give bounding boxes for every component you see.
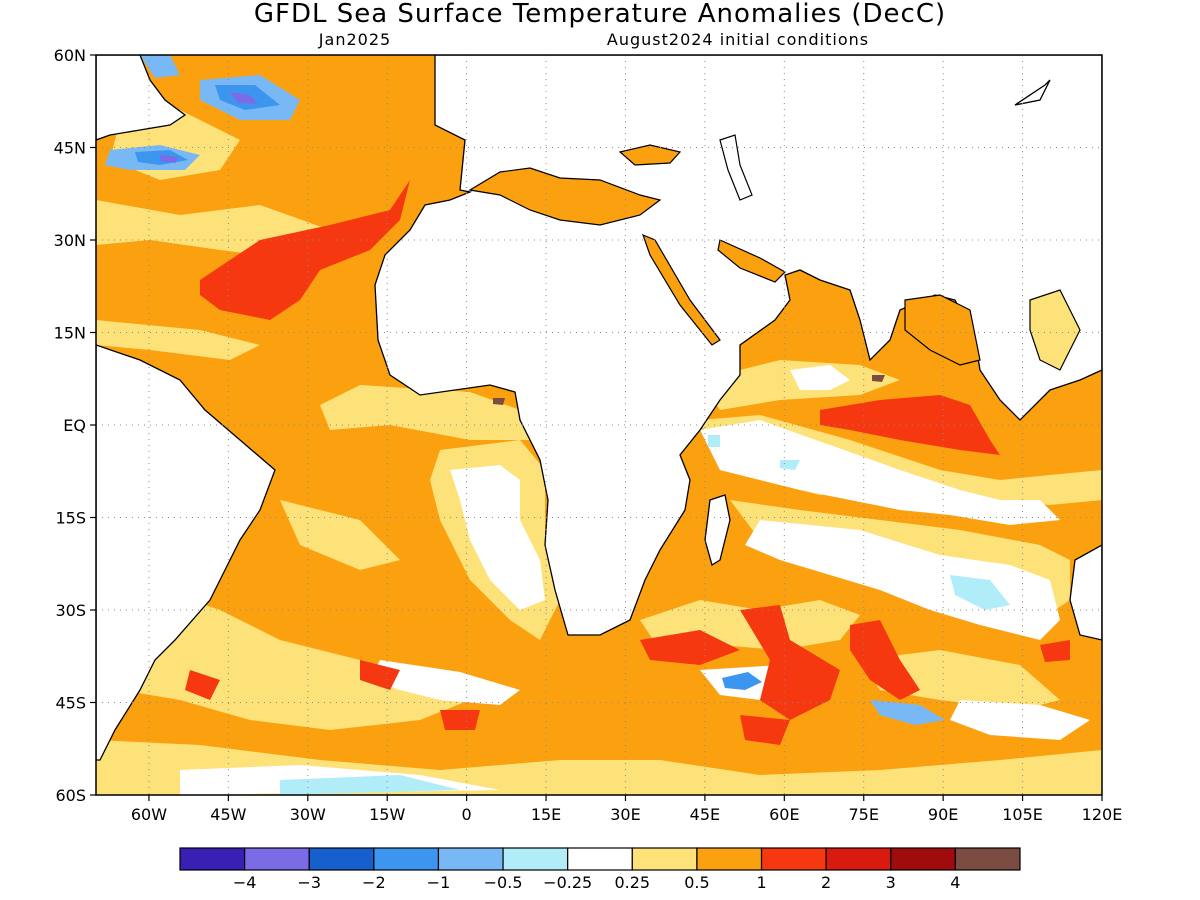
colorbar-label: 2 bbox=[821, 873, 831, 892]
colorbar-swatch bbox=[567, 847, 633, 871]
forecast-month-label: Jan2025 bbox=[318, 30, 391, 49]
initial-conditions-label: August2024 initial conditions bbox=[607, 30, 869, 49]
map-area bbox=[96, 55, 1102, 795]
lon-tick-label: 0 bbox=[462, 805, 472, 824]
colorbar-swatch bbox=[437, 847, 504, 871]
colorbar-label: 4 bbox=[950, 873, 960, 892]
lon-tick-label: 15W bbox=[369, 805, 405, 824]
colorbar-swatch bbox=[825, 847, 892, 871]
map-title: GFDL Sea Surface Temperature Anomalies (… bbox=[254, 0, 946, 29]
madagascar-land bbox=[704, 494, 731, 567]
lon-tick-label: 60W bbox=[131, 805, 167, 824]
colorbar-swatch bbox=[373, 847, 440, 871]
lat-tick-label: 30S bbox=[55, 601, 86, 620]
black-sea bbox=[618, 144, 682, 166]
colorbar-label: −0.5 bbox=[484, 873, 523, 892]
lat-tick-label: 15N bbox=[54, 324, 86, 343]
bay-of-bengal bbox=[904, 294, 981, 366]
australia-land bbox=[1069, 544, 1102, 641]
colorbar-label: −0.25 bbox=[543, 873, 592, 892]
lat-tick-label: 60N bbox=[54, 46, 86, 65]
lon-tick-label: 30W bbox=[290, 805, 326, 824]
colorbar-label: 1 bbox=[756, 873, 766, 892]
caspian-sea bbox=[719, 134, 753, 201]
lon-tick-label: 90E bbox=[928, 805, 958, 824]
colorbar-swatch bbox=[179, 847, 246, 871]
lat-tick-label: 45S bbox=[55, 694, 86, 713]
lat-tick-label: 60S bbox=[55, 786, 86, 805]
colorbar-swatch bbox=[760, 847, 827, 871]
lon-tick-label: 105E bbox=[1002, 805, 1043, 824]
lat-tick-label: 30N bbox=[54, 231, 86, 250]
south-america-land bbox=[96, 344, 276, 761]
colorbar-swatch bbox=[954, 847, 1021, 871]
colorbar-label: 0.5 bbox=[684, 873, 709, 892]
longitude-axis: 60W 45W 30W 15W 0 15E 30E 45E 60E 75E 90E 105E 120E bbox=[131, 795, 1122, 824]
mediterranean-sea bbox=[468, 167, 662, 226]
colorbar: −4 −3 −2 −1 −0.5 −0.25 0.25 0.5 1 2 3 4 bbox=[179, 847, 1021, 892]
inland-seas bbox=[468, 134, 1081, 371]
colorbar-swatch bbox=[308, 847, 375, 871]
lon-tick-label: 30E bbox=[610, 805, 640, 824]
latitude-axis: 60N 45N 30N 15N EQ 15S 30S 45S 60S bbox=[54, 46, 96, 805]
colorbar-swatch bbox=[890, 847, 956, 871]
colorbar-label: −3 bbox=[297, 873, 321, 892]
anomaly-fill bbox=[96, 55, 1102, 795]
red-sea bbox=[641, 233, 721, 346]
south-china-sea bbox=[1029, 289, 1081, 371]
greenland-land bbox=[1014, 79, 1051, 106]
lon-tick-label: 45E bbox=[690, 805, 720, 824]
lon-tick-label: 15E bbox=[531, 805, 561, 824]
colorbar-label: −1 bbox=[427, 873, 451, 892]
colorbar-label: −2 bbox=[362, 873, 386, 892]
lat-tick-label: 15S bbox=[55, 509, 86, 528]
lon-tick-label: 45W bbox=[210, 805, 246, 824]
colorbar-label: 0.25 bbox=[614, 873, 650, 892]
lat-tick-label: EQ bbox=[63, 416, 86, 435]
colorbar-label: −4 bbox=[233, 873, 257, 892]
colorbar-swatch bbox=[244, 847, 310, 871]
persian-gulf bbox=[717, 239, 786, 283]
colorbar-swatch bbox=[696, 847, 763, 871]
colorbar-label: 3 bbox=[886, 873, 896, 892]
lon-tick-label: 60E bbox=[769, 805, 799, 824]
colorbar-swatch bbox=[631, 847, 698, 871]
lon-tick-label: 75E bbox=[849, 805, 879, 824]
north-america-land bbox=[96, 55, 187, 141]
colorbar-swatch bbox=[502, 847, 569, 871]
lat-tick-label: 45N bbox=[54, 139, 86, 158]
lon-tick-label: 120E bbox=[1082, 805, 1123, 824]
